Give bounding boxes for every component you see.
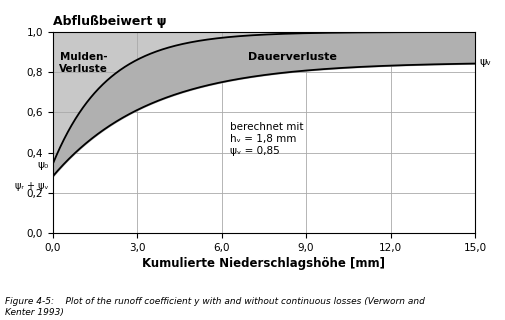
Text: ψᵥ: ψᵥ <box>478 57 490 67</box>
Text: ψᵣ + ψᵥ: ψᵣ + ψᵥ <box>15 181 48 191</box>
Text: Abflußbeiwert ψ: Abflußbeiwert ψ <box>53 15 166 28</box>
X-axis label: Kumulierte Niederschlagshöhe [mm]: Kumulierte Niederschlagshöhe [mm] <box>142 257 384 270</box>
Text: ψ₀: ψ₀ <box>37 160 48 170</box>
Text: Figure 4-5:    Plot of the runoff coefficient y with and without continuous loss: Figure 4-5: Plot of the runoff coefficie… <box>5 297 424 317</box>
Text: Mulden-
Verluste: Mulden- Verluste <box>59 52 108 74</box>
Text: berechnet mit
hᵥ = 1,8 mm
ψᵥ = 0,85: berechnet mit hᵥ = 1,8 mm ψᵥ = 0,85 <box>230 122 303 156</box>
Text: Dauerverluste: Dauerverluste <box>247 52 336 62</box>
